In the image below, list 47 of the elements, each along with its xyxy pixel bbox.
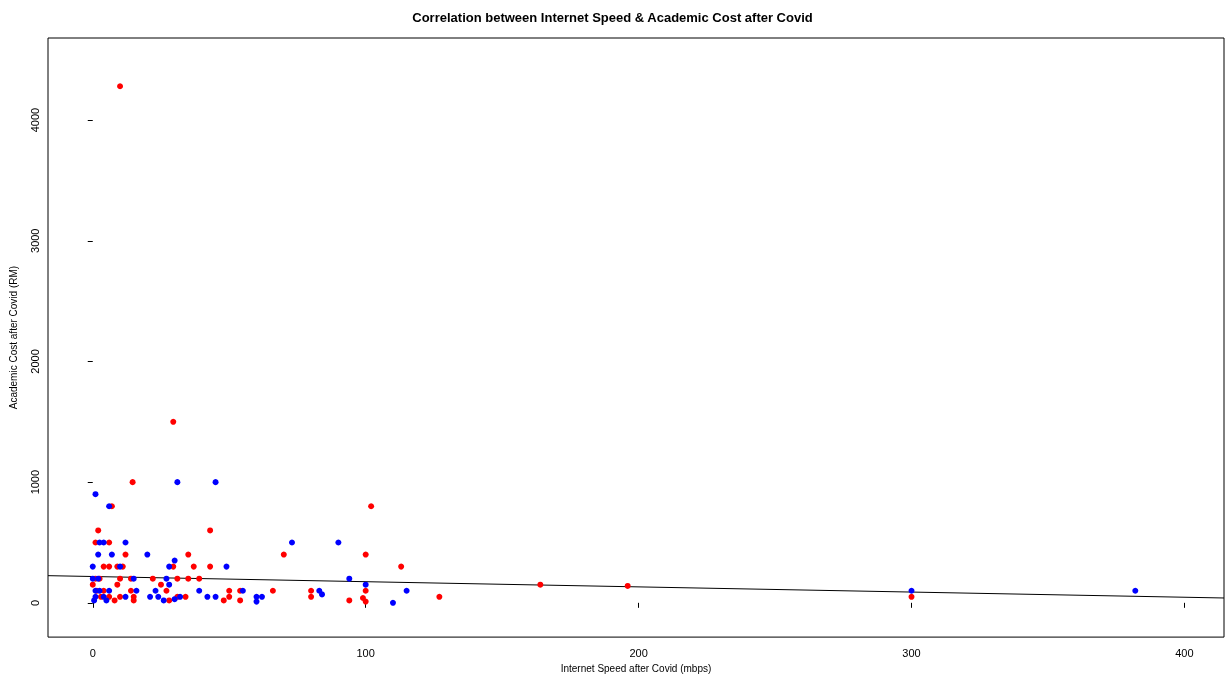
point: [253, 598, 260, 605]
point: [174, 479, 181, 486]
point: [122, 539, 129, 546]
point: [346, 575, 353, 582]
x-tick-label: 200: [629, 646, 648, 659]
point: [403, 587, 410, 594]
point: [288, 539, 295, 546]
point: [122, 593, 129, 600]
point: [155, 593, 162, 600]
y-tick-label: 3000: [28, 228, 41, 253]
point: [163, 575, 170, 582]
point: [89, 563, 96, 570]
point: [319, 591, 326, 598]
point: [91, 597, 98, 604]
y-tick-label: 1000: [28, 469, 41, 495]
point: [95, 551, 102, 558]
point: [166, 581, 173, 588]
x-tick-label: 300: [902, 646, 921, 659]
x-tick-label: 100: [356, 646, 375, 659]
y-tick-label: 2000: [28, 349, 41, 374]
point: [160, 597, 167, 604]
point: [103, 597, 110, 604]
point: [362, 581, 369, 588]
point: [171, 557, 178, 564]
point: [108, 551, 115, 558]
point: [106, 587, 113, 594]
y-axis-title: Academic Cost after Covid (RM): [7, 265, 19, 410]
point: [196, 587, 203, 594]
x-tick-label: 0: [89, 646, 96, 659]
point: [92, 491, 99, 498]
x-axis-title: Internet Speed after Covid (mbps): [560, 662, 712, 674]
point: [1132, 587, 1139, 594]
point: [204, 593, 211, 600]
point: [147, 593, 154, 600]
point: [212, 479, 219, 486]
x-tick-label: 400: [1175, 646, 1194, 659]
point: [166, 563, 173, 570]
point: [908, 587, 915, 594]
point: [258, 593, 265, 600]
y-tick-label: 4000: [28, 107, 41, 133]
point: [152, 587, 159, 594]
point: [389, 599, 396, 606]
point: [133, 587, 140, 594]
chart-title: Correlation between Internet Speed & Academic Cost after Covid: [412, 10, 813, 25]
point: [335, 539, 342, 546]
y-tick-label: 0: [28, 599, 41, 606]
point: [212, 593, 219, 600]
